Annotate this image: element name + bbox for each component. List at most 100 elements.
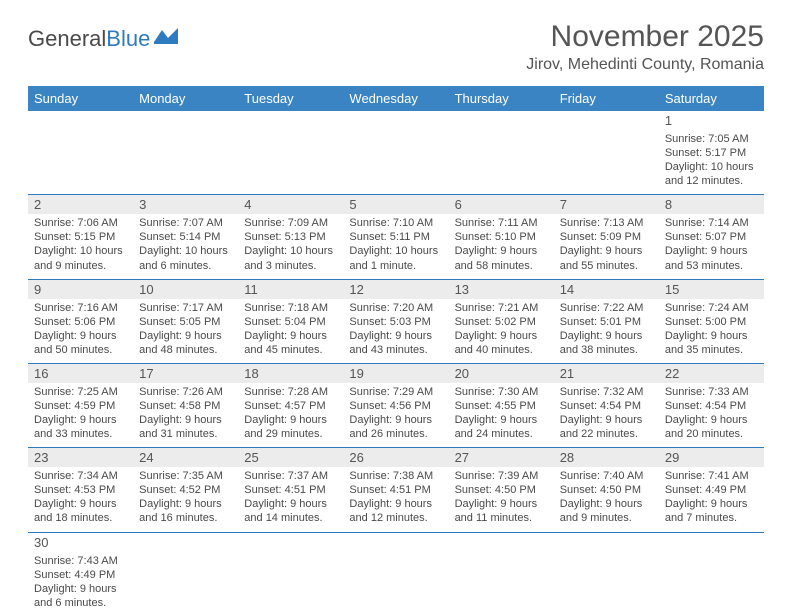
daylight-text: Daylight: 9 hours and 50 minutes. [34,329,127,357]
logo: GeneralBlue [28,26,178,52]
day-cell: Sunrise: 7:10 AMSunset: 5:11 PMDaylight:… [343,214,448,278]
sunset-text: Sunset: 5:15 PM [34,230,127,244]
sunset-text: Sunset: 5:13 PM [244,230,337,244]
day-detail-row: Sunrise: 7:06 AMSunset: 5:15 PMDaylight:… [28,214,764,278]
sunset-text: Sunset: 5:03 PM [349,315,442,329]
calendar-body: 1Sunrise: 7:05 AMSunset: 5:17 PMDaylight… [28,111,764,616]
day-detail-row: Sunrise: 7:16 AMSunset: 5:06 PMDaylight:… [28,299,764,363]
weekday-fri: Friday [554,86,659,111]
sunrise-text: Sunrise: 7:16 AM [34,301,127,315]
sunrise-text: Sunrise: 7:18 AM [244,301,337,315]
day-number: 20 [449,364,554,383]
day-number-row: 23242526272829 [28,448,764,467]
day-cell: Sunrise: 7:34 AMSunset: 4:53 PMDaylight:… [28,467,133,531]
sunset-text: Sunset: 5:06 PM [34,315,127,329]
sunrise-text: Sunrise: 7:29 AM [349,385,442,399]
day-number: 12 [343,280,448,299]
day-cell: Sunrise: 7:18 AMSunset: 5:04 PMDaylight:… [238,299,343,363]
weekday-header: Sunday Monday Tuesday Wednesday Thursday… [28,86,764,111]
sunrise-text: Sunrise: 7:10 AM [349,216,442,230]
sunrise-text: Sunrise: 7:09 AM [244,216,337,230]
day-cell [238,130,343,194]
weekday-thu: Thursday [449,86,554,111]
sunset-text: Sunset: 4:50 PM [455,483,548,497]
day-number [133,111,238,130]
sunset-text: Sunset: 5:00 PM [665,315,758,329]
day-cell: Sunrise: 7:07 AMSunset: 5:14 PMDaylight:… [133,214,238,278]
daylight-text: Daylight: 9 hours and 14 minutes. [244,497,337,525]
day-number: 29 [659,448,764,467]
day-cell [554,130,659,194]
day-cell [343,130,448,194]
sunset-text: Sunset: 5:07 PM [665,230,758,244]
day-number: 19 [343,364,448,383]
week-row: 23242526272829Sunrise: 7:34 AMSunset: 4:… [28,448,764,532]
weekday-mon: Monday [133,86,238,111]
day-number-row: 30 [28,533,764,552]
day-cell [449,552,554,616]
sunset-text: Sunset: 4:49 PM [34,568,127,582]
weekday-wed: Wednesday [343,86,448,111]
day-number: 23 [28,448,133,467]
day-number [343,533,448,552]
day-number: 22 [659,364,764,383]
day-cell [28,130,133,194]
daylight-text: Daylight: 9 hours and 53 minutes. [665,244,758,272]
daylight-text: Daylight: 10 hours and 3 minutes. [244,244,337,272]
sunrise-text: Sunrise: 7:41 AM [665,469,758,483]
day-cell [554,552,659,616]
sunset-text: Sunset: 5:10 PM [455,230,548,244]
day-detail-row: Sunrise: 7:25 AMSunset: 4:59 PMDaylight:… [28,383,764,447]
weekday-sat: Saturday [659,86,764,111]
week-row: 2345678Sunrise: 7:06 AMSunset: 5:15 PMDa… [28,195,764,279]
sunset-text: Sunset: 5:04 PM [244,315,337,329]
daylight-text: Daylight: 9 hours and 40 minutes. [455,329,548,357]
sunset-text: Sunset: 4:54 PM [665,399,758,413]
sunrise-text: Sunrise: 7:34 AM [34,469,127,483]
day-cell: Sunrise: 7:40 AMSunset: 4:50 PMDaylight:… [554,467,659,531]
day-cell: Sunrise: 7:24 AMSunset: 5:00 PMDaylight:… [659,299,764,363]
week-row: 30Sunrise: 7:43 AMSunset: 4:49 PMDayligh… [28,533,764,616]
day-cell [133,130,238,194]
day-cell [238,552,343,616]
sunrise-text: Sunrise: 7:35 AM [139,469,232,483]
day-number: 17 [133,364,238,383]
sunrise-text: Sunrise: 7:21 AM [455,301,548,315]
day-number: 4 [238,195,343,214]
sunrise-text: Sunrise: 7:33 AM [665,385,758,399]
day-cell: Sunrise: 7:38 AMSunset: 4:51 PMDaylight:… [343,467,448,531]
sunset-text: Sunset: 5:11 PM [349,230,442,244]
sunrise-text: Sunrise: 7:11 AM [455,216,548,230]
sunrise-text: Sunrise: 7:20 AM [349,301,442,315]
week-row: 1Sunrise: 7:05 AMSunset: 5:17 PMDaylight… [28,111,764,195]
day-cell: Sunrise: 7:37 AMSunset: 4:51 PMDaylight:… [238,467,343,531]
day-number [238,111,343,130]
day-cell: Sunrise: 7:20 AMSunset: 5:03 PMDaylight:… [343,299,448,363]
week-row: 16171819202122Sunrise: 7:25 AMSunset: 4:… [28,364,764,448]
day-number [659,533,764,552]
day-number [554,111,659,130]
day-cell: Sunrise: 7:13 AMSunset: 5:09 PMDaylight:… [554,214,659,278]
day-cell: Sunrise: 7:33 AMSunset: 4:54 PMDaylight:… [659,383,764,447]
day-cell [659,552,764,616]
sunset-text: Sunset: 5:05 PM [139,315,232,329]
sunrise-text: Sunrise: 7:17 AM [139,301,232,315]
sunrise-text: Sunrise: 7:43 AM [34,554,127,568]
day-number [554,533,659,552]
day-number-row: 9101112131415 [28,280,764,299]
day-cell: Sunrise: 7:26 AMSunset: 4:58 PMDaylight:… [133,383,238,447]
weekday-tue: Tuesday [238,86,343,111]
day-number: 30 [28,533,133,552]
sunrise-text: Sunrise: 7:40 AM [560,469,653,483]
sunrise-text: Sunrise: 7:28 AM [244,385,337,399]
day-number: 14 [554,280,659,299]
daylight-text: Daylight: 9 hours and 7 minutes. [665,497,758,525]
day-cell: Sunrise: 7:41 AMSunset: 4:49 PMDaylight:… [659,467,764,531]
day-number-row: 1 [28,111,764,130]
sunrise-text: Sunrise: 7:25 AM [34,385,127,399]
daylight-text: Daylight: 9 hours and 55 minutes. [560,244,653,272]
sunrise-text: Sunrise: 7:30 AM [455,385,548,399]
daylight-text: Daylight: 9 hours and 43 minutes. [349,329,442,357]
daylight-text: Daylight: 9 hours and 48 minutes. [139,329,232,357]
sunset-text: Sunset: 4:51 PM [244,483,337,497]
